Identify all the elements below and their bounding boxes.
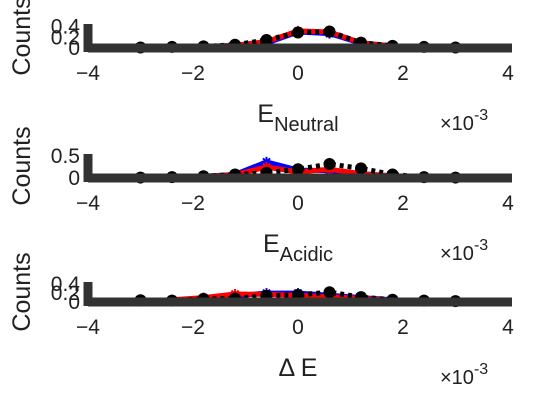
y-axis-label: Counts [8, 252, 36, 331]
data-point [323, 286, 336, 299]
x-tick-label: 2 [397, 62, 409, 85]
y-tick-label: 0.2 [51, 282, 80, 305]
x-tick-label: −4 [76, 316, 100, 339]
data-point [260, 34, 273, 46]
x-tick-label: −4 [76, 62, 100, 85]
y-axis-label: Counts [8, 126, 36, 205]
x-tick-label: 0 [292, 316, 304, 339]
x-tick-label: 4 [502, 316, 514, 339]
x-tick-label: 0 [292, 192, 304, 215]
y-tick-label: 0 [68, 167, 80, 190]
x-tick-label: 4 [502, 192, 514, 215]
y-tick-label: 0 [68, 291, 80, 314]
x-tick-label: −4 [76, 192, 100, 215]
x-exponent-label: ×10-3 [440, 237, 488, 265]
data-point [323, 25, 336, 38]
x-exponent-label: ×10-3 [440, 107, 488, 135]
x-tick-label: −2 [181, 62, 205, 85]
x-axis-label: Δ E [279, 354, 318, 382]
x-axis-label: ENeutral [257, 100, 338, 136]
x-tick-label: 0 [292, 62, 304, 85]
y-tick-label: 0.4 [51, 273, 81, 296]
y-tick-label: 0.4 [51, 16, 81, 39]
data-point [292, 163, 304, 176]
x-tick-label: 2 [397, 192, 409, 215]
data-point [323, 158, 336, 171]
data-point [355, 162, 367, 175]
y-tick-label: 0 [68, 37, 80, 60]
x-exponent-label: ×10-3 [440, 361, 488, 389]
y-tick-label: 0.2 [51, 26, 80, 49]
x-tick-label: −2 [181, 316, 205, 339]
data-point [292, 26, 304, 39]
x-tick-label: 4 [502, 62, 514, 85]
y-tick-label: 0.5 [51, 145, 80, 168]
y-axis-label: Counts [8, 0, 36, 76]
x-axis-label: EAcidic [263, 230, 333, 266]
x-tick-label: −2 [181, 192, 205, 215]
x-tick-label: 2 [397, 316, 409, 339]
